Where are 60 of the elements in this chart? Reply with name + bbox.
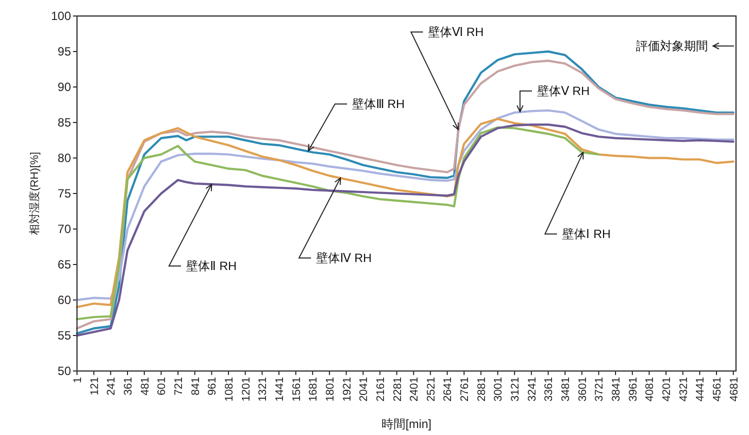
x-tick-label: 4321	[678, 377, 690, 402]
x-tick-label: 361	[122, 377, 134, 396]
x-tick-label: 4081	[644, 377, 656, 402]
y-tick-label: 75	[58, 186, 72, 200]
x-tick-label: 2161	[374, 377, 387, 402]
x-tick-label: 3241	[526, 377, 538, 402]
annotation: 壁体Ⅳ RH	[316, 251, 372, 265]
x-tick-label: 4561	[712, 377, 724, 402]
x-tick-label: 2881	[476, 377, 488, 402]
x-tick-label: 1561	[290, 377, 303, 402]
y-tick-label: 100	[50, 9, 72, 23]
x-tick-label: 2281	[392, 377, 404, 402]
x-tick-label: 2761	[459, 377, 472, 402]
x-tick-label: 3361	[543, 377, 556, 402]
x-tick-label: 121	[88, 377, 101, 396]
x-tick-label: 4201	[661, 377, 674, 402]
x-tick-label: 1321	[257, 377, 270, 402]
y-tick-label: 50	[58, 364, 72, 378]
y-tick-label: 60	[58, 293, 72, 307]
x-tick-label: 4441	[694, 377, 707, 402]
x-tick-label: 3601	[576, 377, 589, 402]
x-tick-label: 1441	[274, 377, 286, 402]
x-tick-label: 601	[156, 377, 168, 396]
annotation: 壁体Ⅵ RH	[428, 25, 484, 39]
annotation: 壁体Ⅴ RH	[537, 84, 590, 98]
x-tick-label: 3121	[510, 377, 522, 402]
y-tick-label: 95	[58, 44, 72, 58]
x-tick-label: 3721	[594, 377, 606, 402]
x-axis-title: 時間[min]	[381, 417, 432, 431]
x-tick-label: 3001	[492, 377, 505, 402]
x-tick-label: 2521	[425, 377, 438, 402]
x-tick-label: 1921	[341, 377, 354, 402]
x-tick-label: 1801	[324, 377, 336, 402]
x-tick-label: 1681	[308, 377, 320, 402]
x-tick-label: 241	[106, 377, 118, 396]
x-tick-label: 1201	[240, 377, 252, 402]
y-tick-label: 55	[58, 328, 72, 342]
x-tick-label: 1081	[223, 377, 236, 402]
y-tick-label: 80	[58, 151, 72, 165]
x-tick-label: 3961	[627, 377, 640, 402]
x-tick-label: 4681	[728, 377, 740, 402]
x-tick-label: 2401	[408, 377, 421, 402]
annotation: 壁体Ⅰ RH	[562, 227, 611, 241]
x-tick-label: 3481	[560, 377, 572, 402]
x-tick-label: 3841	[610, 377, 623, 402]
x-tick-label: 721	[172, 377, 185, 396]
x-tick-label: 841	[190, 377, 202, 396]
x-tick-label: 2041	[358, 377, 370, 402]
y-axis-title: 相対湿度(RH)[%]	[28, 152, 41, 236]
y-tick-label: 90	[58, 80, 72, 94]
y-tick-label: 70	[58, 222, 72, 236]
x-tick-label: 481	[139, 377, 152, 396]
x-tick-label: 2641	[442, 377, 454, 402]
y-tick-label: 85	[58, 116, 72, 130]
annotation: 壁体Ⅲ RH	[352, 97, 405, 111]
y-tick-label: 65	[58, 258, 72, 272]
x-tick-label: 961	[206, 377, 219, 396]
x-tick-label: 1	[72, 377, 84, 384]
annotation: 評価対象期間	[636, 39, 708, 53]
annotation: 壁体Ⅱ RH	[186, 259, 237, 273]
